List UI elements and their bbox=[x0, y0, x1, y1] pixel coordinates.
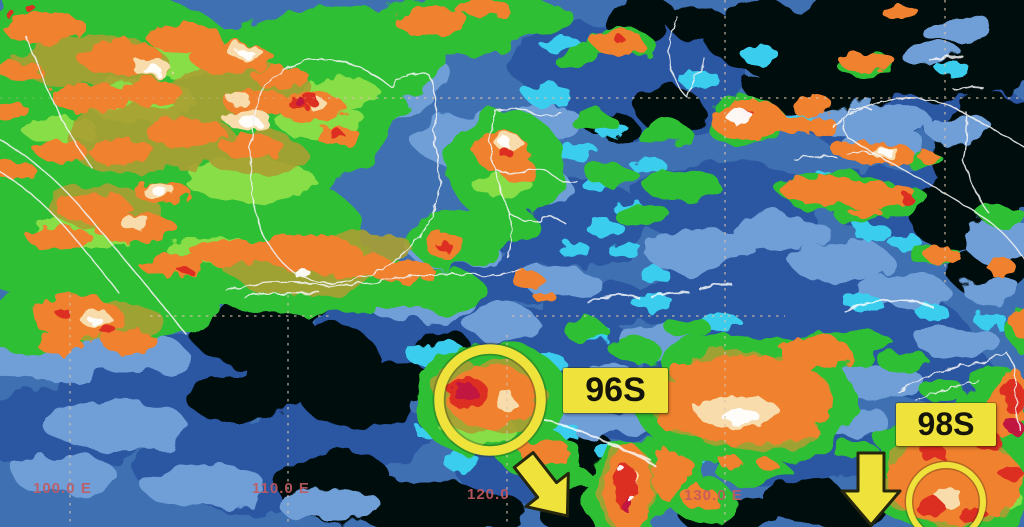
crimson-spot-layer bbox=[295, 98, 1024, 513]
lon-label-100e: 100.0 E bbox=[33, 480, 92, 497]
invest-98s-label: 98S bbox=[896, 403, 996, 446]
invest-annotations bbox=[432, 342, 988, 527]
lon-label-120e: 120.0 bbox=[467, 486, 510, 503]
invest-96s-label: 96S bbox=[563, 368, 668, 413]
invest-98s-circle bbox=[906, 462, 986, 527]
lon-label-110e: 110.0 E bbox=[252, 480, 310, 497]
invest-96s-circle bbox=[434, 344, 546, 456]
coastlines bbox=[0, 15, 1024, 431]
arrow-down-right-icon bbox=[512, 451, 570, 518]
lon-label-130e: 130.0 E bbox=[684, 487, 743, 504]
arrow-down-icon bbox=[840, 451, 902, 527]
cirrus-wisps bbox=[543, 55, 985, 468]
white-core-layer bbox=[88, 49, 893, 503]
